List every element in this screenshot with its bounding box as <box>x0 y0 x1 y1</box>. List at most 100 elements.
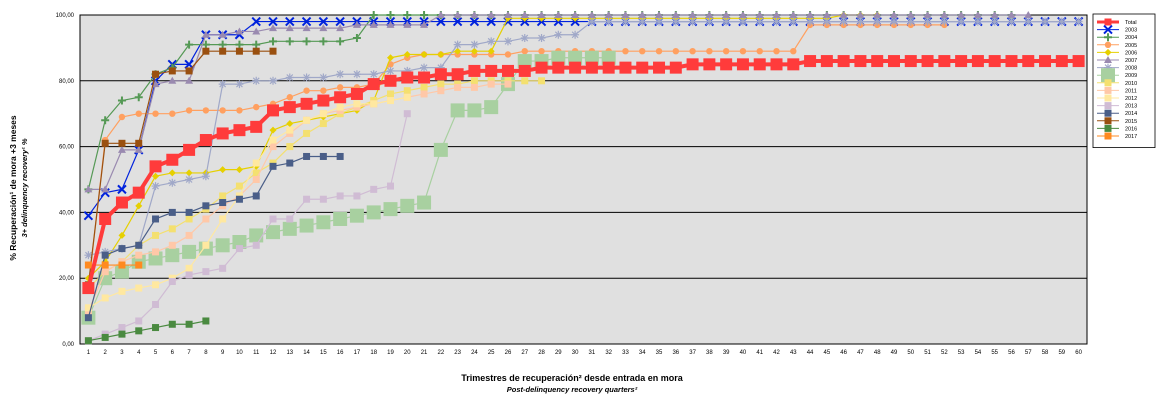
data-point <box>518 64 531 77</box>
data-point <box>403 93 411 101</box>
data-point <box>688 11 697 18</box>
data-point <box>168 67 176 75</box>
data-point <box>118 330 126 338</box>
data-point <box>453 11 462 18</box>
x-tick-label: 34 <box>639 350 646 356</box>
data-point <box>219 199 227 207</box>
data-point <box>604 11 613 18</box>
legend-item: 2017 <box>1097 132 1137 140</box>
data-point <box>1024 11 1033 18</box>
data-point <box>587 17 596 26</box>
data-point <box>285 37 294 46</box>
data-point <box>285 24 294 32</box>
data-point <box>349 208 364 223</box>
data-point <box>101 294 109 302</box>
legend-item: 2008 <box>1097 63 1137 72</box>
data-point <box>554 11 563 18</box>
data-point <box>152 248 160 256</box>
data-point <box>669 61 682 74</box>
data-point <box>301 16 312 27</box>
x-tick-label: 7 <box>187 350 191 356</box>
data-point <box>249 228 264 243</box>
data-point <box>84 337 92 345</box>
data-point <box>638 17 647 26</box>
x-tick-label: 38 <box>706 350 713 356</box>
data-point <box>418 71 431 84</box>
x-tick-label: 37 <box>689 350 696 356</box>
data-point <box>770 58 783 71</box>
data-point <box>971 55 984 68</box>
data-point <box>655 11 664 18</box>
data-point <box>370 100 378 108</box>
data-point <box>417 195 432 210</box>
x-tick-label: 15 <box>320 350 327 356</box>
data-point <box>152 231 160 239</box>
data-point <box>320 87 327 94</box>
data-point <box>101 116 110 125</box>
legend-label: 2012 <box>1125 96 1137 102</box>
data-point <box>101 139 109 147</box>
data-point <box>165 248 180 263</box>
plot-background <box>79 14 1088 345</box>
data-point <box>923 11 932 18</box>
data-point <box>940 17 949 26</box>
x-tick-label: 26 <box>505 350 512 356</box>
x-tick-label: 19 <box>387 350 394 356</box>
data-point <box>923 17 932 26</box>
x-tick-label: 3 <box>120 350 124 356</box>
data-point <box>822 11 831 18</box>
data-point <box>267 104 280 117</box>
data-point <box>756 47 763 55</box>
data-point <box>773 47 780 55</box>
data-point <box>604 17 613 26</box>
x-tick-label: 4 <box>137 350 141 356</box>
data-point <box>738 17 747 26</box>
data-point <box>269 162 277 170</box>
series-2017 <box>84 261 143 269</box>
data-point <box>486 16 496 27</box>
data-point <box>202 317 210 325</box>
legend-label: 2007 <box>1125 58 1137 64</box>
data-point <box>501 64 514 77</box>
data-point <box>135 261 143 269</box>
legend-item: 2012 <box>1097 94 1137 102</box>
data-point <box>621 17 630 26</box>
legend-item: 2016 <box>1097 124 1137 132</box>
data-point <box>336 24 345 32</box>
data-point <box>303 152 311 160</box>
data-point <box>202 215 210 223</box>
data-point <box>403 11 412 19</box>
data-point <box>921 55 934 68</box>
x-tick-label: 30 <box>572 350 579 356</box>
data-point <box>487 47 495 55</box>
legend-item: 2003 <box>1097 24 1137 35</box>
x-tick-label: 43 <box>790 350 797 356</box>
data-point <box>336 37 345 46</box>
data-point <box>1104 33 1112 42</box>
legend-label: 2009 <box>1125 73 1137 79</box>
data-point <box>437 87 445 95</box>
data-point <box>655 17 664 26</box>
x-tick-label: 21 <box>421 350 428 356</box>
data-point <box>283 101 296 114</box>
x-tick-label: 59 <box>1058 350 1065 356</box>
data-point <box>484 100 499 115</box>
data-point <box>655 47 663 55</box>
data-point <box>503 37 512 46</box>
data-point <box>584 50 599 65</box>
data-point <box>688 17 697 26</box>
data-point <box>535 61 548 74</box>
data-point <box>135 284 143 292</box>
data-point <box>202 241 210 249</box>
x-tick-label: 9 <box>221 350 225 356</box>
data-point <box>166 153 179 166</box>
data-point <box>134 93 143 102</box>
x-tick-label: 50 <box>907 350 914 356</box>
data-point <box>152 281 160 289</box>
data-point <box>450 103 465 118</box>
data-point <box>990 11 999 18</box>
data-point <box>252 176 260 183</box>
y-tick-label: 60,00 <box>59 145 75 151</box>
data-point <box>1005 55 1018 68</box>
